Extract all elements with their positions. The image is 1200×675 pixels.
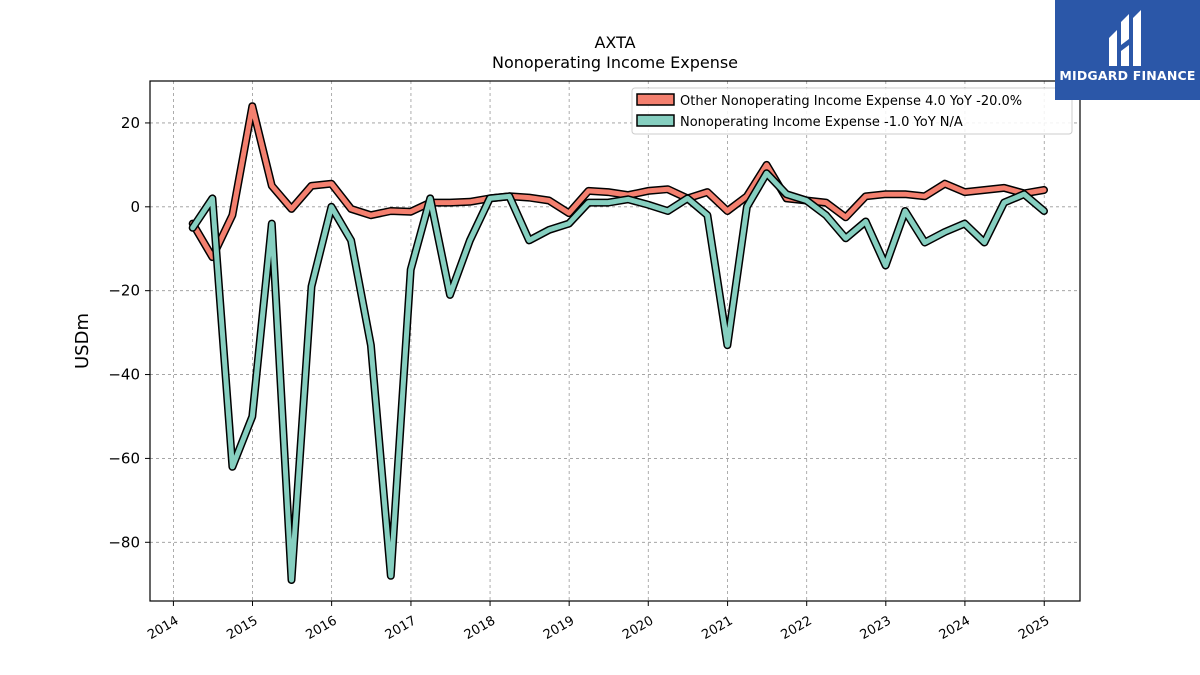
legend-box <box>631 87 1073 135</box>
chart-subtitle: Nonoperating Income Expense <box>492 53 738 72</box>
y-tick-label: −20 <box>108 282 140 300</box>
x-tick-label: 2017 <box>383 613 419 643</box>
chart-title: AXTA <box>594 33 635 52</box>
y-tick-label: −40 <box>108 366 140 384</box>
x-axis: 2014 2015 2016 2017 2018 2019 2020 2021 2022 2023… <box>145 601 1052 643</box>
x-tick-label: 2025 <box>1016 613 1052 643</box>
legend-swatch-nonop <box>636 114 675 127</box>
series-outline-nonoperating <box>188 169 1048 584</box>
logo-text: MIDGARD FINANCE <box>1059 68 1196 83</box>
y-tick-label: −80 <box>108 533 140 551</box>
x-tick-label: 2019 <box>541 613 577 643</box>
midgard-finance-logo: MIDGARD FINANCE <box>1055 0 1200 100</box>
x-tick-label: 2016 <box>303 613 339 643</box>
x-tick-label: 2014 <box>145 613 181 643</box>
y-tick-label: −60 <box>108 449 140 467</box>
series-lines <box>188 102 1048 584</box>
x-tick-label: 2021 <box>699 613 735 643</box>
y-tick-label: 20 <box>121 114 140 132</box>
legend-label-nonop: Nonoperating Income Expense -1.0 YoY N/A <box>680 115 963 130</box>
x-tick-label: 2024 <box>937 613 973 643</box>
x-tick-label: 2023 <box>858 613 894 643</box>
logo-mark-icon <box>1109 10 1141 66</box>
series-line-nonoperating <box>190 170 1047 583</box>
legend-label-other: Other Nonoperating Income Expense 4.0 Yo… <box>680 94 1022 109</box>
plot-frame <box>149 80 1081 602</box>
y-axis-label: USDm <box>72 313 93 369</box>
legend: Other Nonoperating Income Expense 4.0 Yo… <box>631 87 1073 135</box>
x-tick-label: 2022 <box>779 613 815 643</box>
legend-swatch-other <box>636 93 675 106</box>
series-line-other-nonoperating <box>190 103 1047 260</box>
grid <box>150 81 1080 601</box>
x-tick-label: 2018 <box>462 613 498 643</box>
x-tick-label: 2015 <box>224 613 260 643</box>
y-tick-label: 0 <box>130 198 140 216</box>
x-tick-label: 2020 <box>620 613 656 643</box>
y-axis: 20 0 −20 −40 −60 −80 <box>108 114 150 551</box>
